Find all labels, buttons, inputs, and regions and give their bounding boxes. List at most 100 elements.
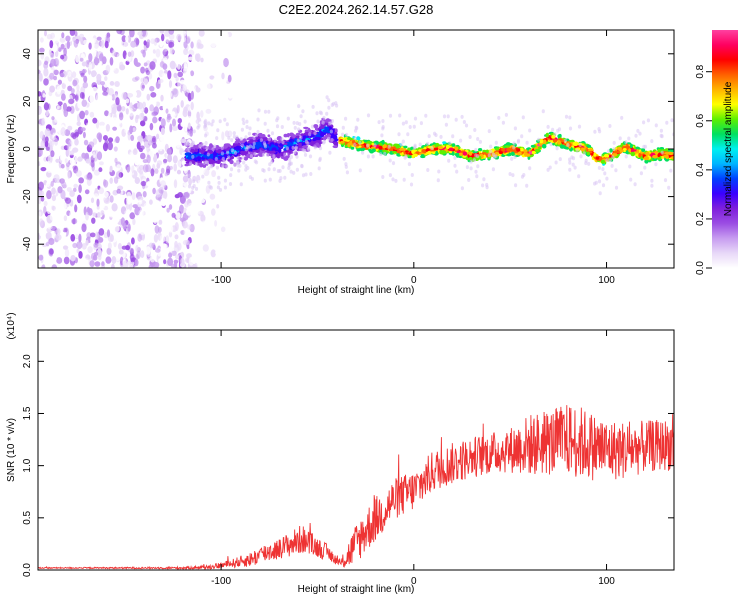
spectrogram-cell <box>292 120 296 125</box>
spectrogram-cell <box>175 212 181 220</box>
spectrogram-cell <box>643 156 649 161</box>
spectrogram-cell <box>212 152 218 156</box>
spectrogram-cell <box>261 168 265 172</box>
spectrogram-cell <box>201 166 206 174</box>
spectrogram-cell <box>510 151 515 156</box>
spectrogram-cell <box>603 153 610 159</box>
spectrogram-axes: -100 0 100 -40 -20 0 20 40 <box>22 30 674 286</box>
spectrogram-cell <box>487 153 491 158</box>
spectrogram-cell <box>43 102 50 111</box>
spectrogram-cell <box>99 53 104 62</box>
spectrogram-cell <box>135 38 140 46</box>
spectrogram-cell <box>299 114 303 119</box>
spectrogram-cell <box>69 177 74 182</box>
spectrogram-cell <box>45 146 50 151</box>
spectrogram-cell <box>73 183 78 189</box>
spectrogram-cell <box>105 64 111 74</box>
spectrogram-cell <box>81 243 87 250</box>
spectrogram-cell <box>137 196 144 201</box>
spectrogram-cell <box>132 127 136 132</box>
spectrogram-cell <box>76 248 80 254</box>
spectrogram-cell <box>50 226 57 231</box>
spectrogram-cell <box>328 150 332 155</box>
spectrogram-cell <box>78 251 83 259</box>
spectrogram-cell <box>579 154 583 159</box>
spectrogram-cell <box>630 148 635 153</box>
spectrogram-x-tick-label: 100 <box>598 275 615 286</box>
spectrogram-cell <box>116 30 123 35</box>
spectrogram-cell <box>122 260 129 268</box>
spectrogram-cell <box>133 57 138 66</box>
spectrogram-cell <box>135 114 140 120</box>
spectrogram-cell <box>318 146 323 151</box>
spectrogram-cell <box>199 162 204 168</box>
spectrogram-cell <box>371 148 376 153</box>
spectrogram-cell <box>324 126 330 131</box>
spectrogram-cell <box>256 117 260 122</box>
spectrogram-cell <box>141 84 145 89</box>
spectrogram-cell <box>508 152 512 157</box>
spectrogram-cell <box>233 150 238 155</box>
spectrogram-cell <box>39 190 45 198</box>
spectrogram-cell <box>76 194 82 204</box>
spectrogram-cell <box>200 110 204 118</box>
spectrogram-cell <box>667 185 671 190</box>
spectrogram-cell <box>142 214 147 223</box>
spectrogram-cell <box>388 173 392 178</box>
spectrogram-cell <box>94 205 98 210</box>
spectrogram-cell <box>444 122 448 127</box>
spectrogram-cell <box>426 141 430 146</box>
spectrogram-cell <box>188 49 195 56</box>
spectrogram-cell <box>283 175 287 180</box>
snr-y-tick-label: 0.5 <box>22 510 33 524</box>
spectrogram-cell <box>62 183 68 189</box>
spectrogram-cell <box>104 156 110 161</box>
spectrogram-cell <box>322 136 327 141</box>
spectrogram-cell <box>607 149 611 154</box>
spectrogram-cell <box>221 164 225 169</box>
spectrogram-cell <box>91 49 97 58</box>
spectrogram-cell <box>236 138 241 143</box>
spectrogram-cell <box>57 241 61 247</box>
spectrogram-cell <box>577 174 581 179</box>
spectrogram-cell <box>201 220 208 228</box>
spectrogram-cell <box>155 101 160 107</box>
spectrogram-cell <box>204 141 208 145</box>
spectrogram-cell <box>118 138 124 148</box>
spectrogram-cell <box>196 153 202 157</box>
spectrogram-cell <box>158 226 162 233</box>
spectrogram-cell <box>164 185 168 191</box>
spectrogram-cell <box>92 212 97 217</box>
spectrogram-cell <box>72 218 76 225</box>
spectrogram-cell <box>555 146 559 151</box>
spectrogram-cell <box>332 141 339 145</box>
spectrogram-cell <box>287 162 291 167</box>
spectrogram-cell <box>280 125 284 129</box>
spectrogram-cell <box>304 172 308 177</box>
spectrogram-cell <box>319 132 325 137</box>
spectrogram-cell <box>196 156 202 160</box>
spectrogram-cell <box>137 102 143 110</box>
spectrogram-cell <box>217 38 222 45</box>
spectrogram-cell <box>227 250 232 256</box>
spectrogram-cell <box>102 91 108 96</box>
spectrogram-cell <box>173 95 179 105</box>
spectrogram-cell <box>221 131 225 141</box>
spectrogram-cell <box>165 108 169 114</box>
spectrogram-cell <box>405 150 409 153</box>
spectrogram-cell <box>49 212 54 221</box>
spectrogram-cell <box>168 80 173 88</box>
spectrogram-cell <box>526 153 531 157</box>
spectrogram-cell <box>181 30 187 37</box>
spectrogram-cell <box>177 71 183 78</box>
spectrogram-cell <box>267 137 271 142</box>
spectrogram-cell <box>188 256 194 266</box>
spectrogram-cell <box>166 148 172 155</box>
spectrogram-cell <box>78 65 84 72</box>
spectrogram-cell <box>96 36 102 41</box>
spectrogram-y-label: Frequency (Hz) <box>6 115 17 184</box>
spectrogram-cell <box>97 109 103 119</box>
spectrogram-cell <box>614 185 619 190</box>
spectrogram-cell <box>200 185 205 192</box>
spectrogram-cell <box>190 70 195 77</box>
